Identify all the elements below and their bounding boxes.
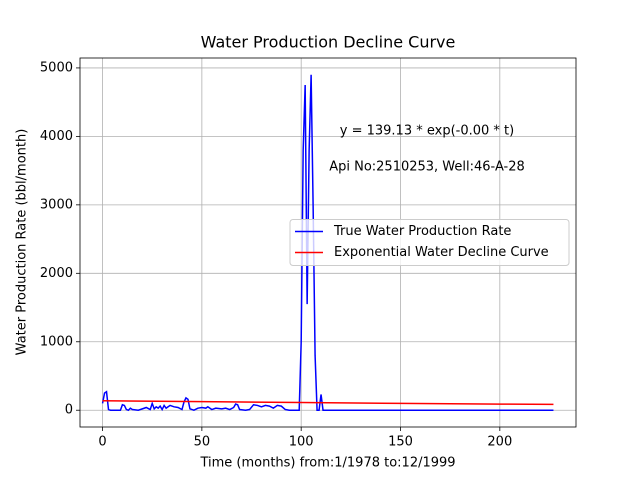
x-axis-label: Time (months) from:1/1978 to:12/1999 [199, 456, 455, 471]
y-tick-label: 3000 [40, 197, 73, 212]
legend-frame [289, 219, 570, 266]
x-tick-label: 50 [194, 435, 211, 450]
y-tick-label: 2000 [40, 266, 73, 281]
y-tick-label: 4000 [40, 129, 73, 144]
x-tick-label: 200 [487, 435, 512, 450]
y-tick-label: 5000 [40, 60, 73, 75]
legend-label: Exponential Water Decline Curve [334, 245, 549, 260]
data-line [102, 399, 554, 406]
annotation: y = 139.13 * exp(-0.00 * t) [340, 124, 514, 139]
axes-frame [79, 57, 577, 428]
x-tick-label: 150 [388, 435, 413, 450]
y-axis-label: Water Production Rate (bbl/month) [15, 129, 30, 356]
legend: True Water Production Rate Exponential Wa… [289, 219, 570, 266]
y-tick-label: 1000 [40, 334, 73, 349]
x-tick-label: 100 [289, 435, 314, 450]
annotation: Api No:2510253, Well:46-A-28 [329, 160, 525, 175]
chart-title: Water Production Decline Curve [201, 33, 456, 52]
x-tick-label: 0 [98, 435, 106, 450]
data-line [101, 74, 554, 412]
y-tick-label: 0 [65, 403, 73, 418]
legend-label: True Water Production Rate [333, 224, 511, 239]
